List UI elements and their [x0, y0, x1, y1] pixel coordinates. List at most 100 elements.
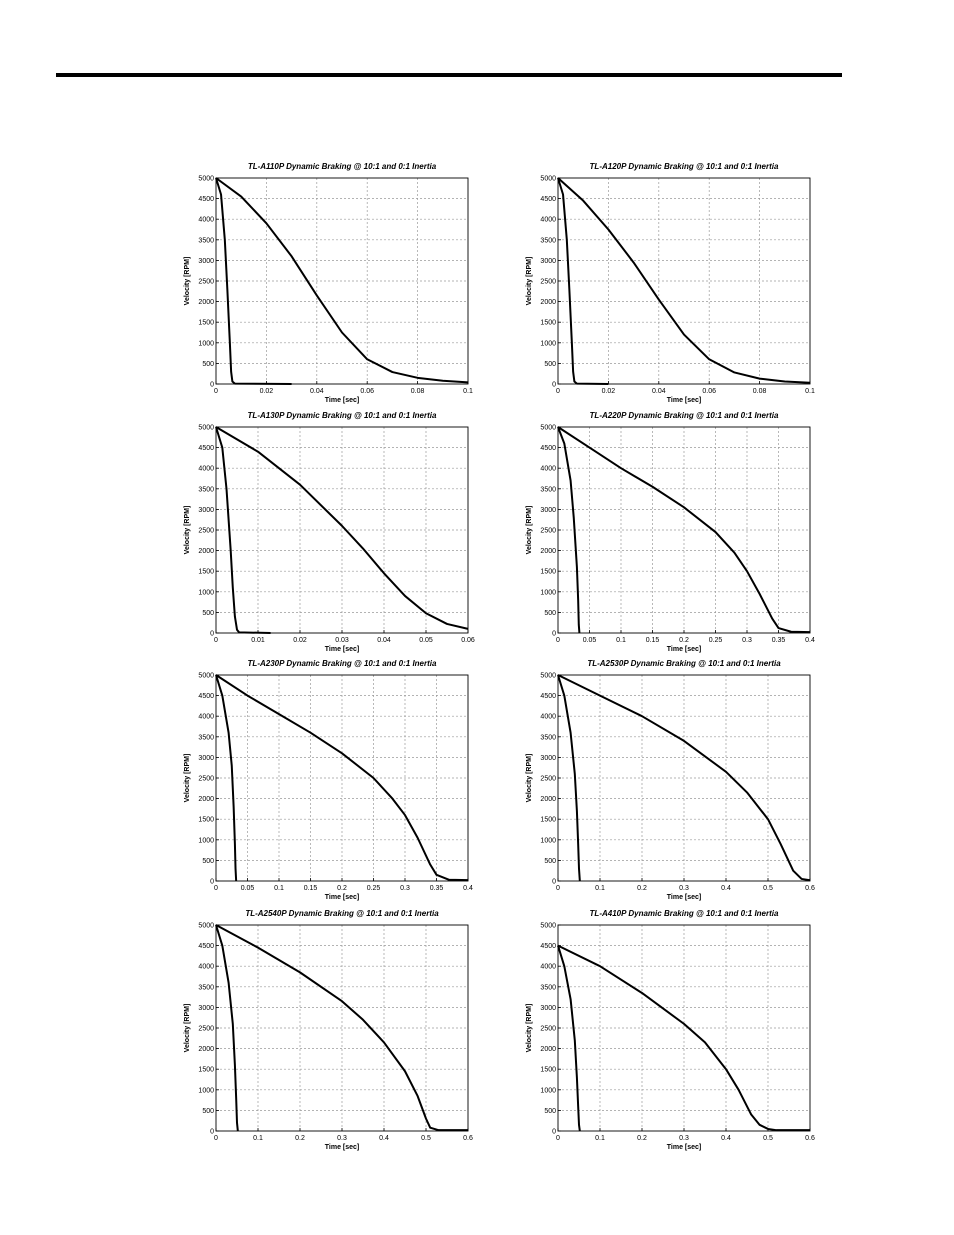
- y-tick-label: 5000: [540, 673, 556, 680]
- y-tick-label: 3500: [540, 984, 556, 991]
- x-tick-label: 0.5: [763, 1135, 773, 1142]
- x-tick-label: 0.04: [310, 388, 324, 395]
- y-tick-label: 2500: [198, 776, 214, 783]
- x-tick-label: 0: [556, 637, 560, 644]
- series-line-0-1-inertia: [215, 924, 239, 1132]
- chart-tl-a130p: 0 0.01 0.02 0.03 0.04 0.05 0.06 0 500 1000 1500 200…: [178, 404, 478, 659]
- y-tick-label: 500: [544, 858, 556, 865]
- x-tick-label: 0.06: [702, 388, 716, 395]
- chart-svg: 0 0.02 0.04 0.06 0.08 0.1 0 500 1000 1500 2000 2500…: [184, 162, 473, 404]
- y-tick-label: 500: [202, 1108, 214, 1115]
- y-tick-label: 2000: [540, 548, 556, 555]
- y-tick-label: 4000: [540, 466, 556, 473]
- y-tick-label: 4000: [198, 964, 214, 971]
- series-line-0-1-inertia: [215, 674, 238, 882]
- x-tick-label: 0.25: [367, 885, 381, 892]
- x-tick-label: 0.2: [679, 637, 689, 644]
- y-tick-label: 5000: [540, 176, 556, 183]
- chart-svg: 0 0.1 0.2 0.3 0.4 0.5 0.6 0 500 1000 1500 2000 2500 3…: [526, 909, 815, 1151]
- y-tick-label: 500: [202, 610, 214, 617]
- y-tick-label: 2500: [540, 528, 556, 535]
- x-tick-label: 0.08: [753, 388, 767, 395]
- y-tick-label: 3500: [198, 237, 214, 244]
- x-tick-label: 0: [556, 885, 560, 892]
- chart-svg: 0 0.1 0.2 0.3 0.4 0.5 0.6 0 500 1000 1500 2000 2500 3…: [526, 659, 815, 901]
- y-axis-label: Velocity [RPM]: [184, 754, 191, 803]
- y-tick-label: 5000: [198, 176, 214, 183]
- x-tick-label: 0.25: [709, 637, 723, 644]
- y-axis-label: Velocity [RPM]: [184, 506, 191, 555]
- y-axis-label: Velocity [RPM]: [526, 1004, 533, 1053]
- y-tick-label: 4000: [540, 964, 556, 971]
- y-tick-label: 0: [210, 631, 214, 638]
- x-tick-label: 0.02: [260, 388, 274, 395]
- y-tick-label: 4500: [540, 693, 556, 700]
- y-tick-label: 500: [544, 1108, 556, 1115]
- y-tick-label: 0: [552, 879, 556, 886]
- y-tick-label: 3500: [198, 734, 214, 741]
- series-line-10-1-inertia: [557, 944, 810, 1132]
- x-tick-label: 0.6: [805, 885, 815, 892]
- y-tick-label: 5000: [540, 425, 556, 432]
- y-tick-label: 3000: [540, 755, 556, 762]
- y-tick-label: 0: [210, 1129, 214, 1136]
- y-tick-label: 5000: [540, 923, 556, 930]
- y-tick-label: 2000: [198, 1046, 214, 1053]
- x-tick-label: 0: [214, 637, 218, 644]
- chart-title: TL-A120P Dynamic Braking @ 10:1 and 0:1 …: [590, 162, 779, 171]
- y-tick-label: 1500: [198, 1067, 214, 1074]
- x-tick-label: 0.2: [337, 885, 347, 892]
- y-tick-label: 2000: [540, 1046, 556, 1053]
- y-tick-label: 500: [202, 361, 214, 368]
- y-tick-label: 0: [552, 382, 556, 389]
- y-tick-label: 4000: [198, 466, 214, 473]
- chart-title: TL-A230P Dynamic Braking @ 10:1 and 0:1 …: [248, 659, 437, 668]
- header-rule: [56, 73, 842, 77]
- y-tick-label: 3000: [540, 258, 556, 265]
- x-tick-label: 0: [556, 388, 560, 395]
- x-tick-label: 0.3: [679, 885, 689, 892]
- x-tick-label: 0.1: [595, 1135, 605, 1142]
- x-tick-label: 0.04: [652, 388, 666, 395]
- x-tick-label: 0.4: [721, 885, 731, 892]
- series-line-10-1-inertia: [557, 177, 811, 384]
- x-tick-label: 0.5: [763, 885, 773, 892]
- x-tick-label: 0.04: [377, 637, 391, 644]
- chart-tl-a410p: 0 0.1 0.2 0.3 0.4 0.5 0.6 0 500 1000 1500 2000 2500 3…: [520, 902, 820, 1157]
- y-tick-label: 3000: [198, 507, 214, 514]
- series-line-0-1-inertia: [557, 426, 581, 634]
- chart-title: TL-A410P Dynamic Braking @ 10:1 and 0:1 …: [590, 909, 779, 918]
- x-tick-label: 0: [214, 388, 218, 395]
- y-tick-label: 2000: [540, 796, 556, 803]
- series-line-10-1-inertia: [215, 426, 469, 630]
- x-tick-label: 0.06: [360, 388, 374, 395]
- x-tick-label: 0.3: [400, 885, 410, 892]
- y-tick-label: 4500: [198, 943, 214, 950]
- x-tick-label: 0.05: [583, 637, 597, 644]
- x-tick-label: 0.2: [295, 1135, 305, 1142]
- y-tick-label: 0: [210, 879, 214, 886]
- y-tick-label: 0: [552, 1129, 556, 1136]
- series-line-10-1-inertia: [215, 674, 469, 882]
- y-tick-label: 1000: [540, 589, 556, 596]
- y-tick-label: 3500: [540, 237, 556, 244]
- chart-title: TL-A2530P Dynamic Braking @ 10:1 and 0:1…: [587, 659, 781, 668]
- y-tick-label: 3500: [540, 486, 556, 493]
- y-tick-label: 1500: [540, 569, 556, 576]
- y-tick-label: 1000: [540, 340, 556, 347]
- y-tick-label: 500: [202, 858, 214, 865]
- series-line-0-1-inertia: [557, 177, 609, 385]
- chart-tl-a110p: 0 0.02 0.04 0.06 0.08 0.1 0 500 1000 1500 2000 2500…: [178, 155, 478, 410]
- x-tick-label: 0.08: [411, 388, 425, 395]
- y-tick-label: 1000: [198, 340, 214, 347]
- chart-tl-a2530p: 0 0.1 0.2 0.3 0.4 0.5 0.6 0 500 1000 1500 2000 2500 3…: [520, 652, 820, 907]
- y-tick-label: 2500: [198, 1026, 214, 1033]
- chart-tl-a230p: 0 0.05 0.1 0.15 0.2 0.25 0.3 0.35 0.4 0 500 1000 150…: [178, 652, 478, 907]
- x-tick-label: 0.1: [616, 637, 626, 644]
- y-tick-label: 2000: [198, 548, 214, 555]
- y-tick-label: 4500: [540, 943, 556, 950]
- x-tick-label: 0.4: [463, 885, 473, 892]
- y-tick-label: 3000: [540, 507, 556, 514]
- chart-tl-a120p: 0 0.02 0.04 0.06 0.08 0.1 0 500 1000 1500 2000 2500…: [520, 155, 820, 410]
- y-tick-label: 0: [210, 382, 214, 389]
